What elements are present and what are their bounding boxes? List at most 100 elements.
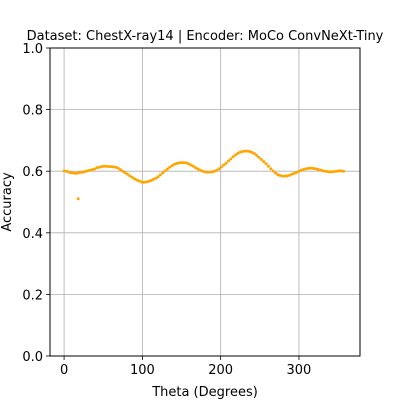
data-point [97, 165, 101, 169]
x-axis-label: Theta (Degrees) [151, 385, 258, 400]
data-point [208, 170, 212, 174]
data-point [163, 169, 167, 173]
data-point [264, 162, 268, 166]
data-point [69, 171, 73, 175]
data-point [156, 175, 160, 179]
data-point [306, 166, 310, 170]
y-tick-label: 0.8 [22, 104, 43, 119]
data-point [283, 174, 287, 178]
data-point [316, 167, 320, 171]
data-point [116, 166, 120, 170]
x-tick-label: 200 [208, 363, 233, 378]
data-point [128, 174, 132, 178]
data-point [83, 170, 87, 174]
data-point [74, 171, 78, 175]
data-point [177, 161, 181, 165]
grid [50, 47, 360, 357]
data-point [123, 171, 127, 175]
data-point [304, 167, 308, 171]
data-point [175, 162, 179, 165]
data-point [95, 166, 99, 170]
data-point [288, 173, 292, 177]
data-point [182, 161, 186, 165]
y-tick-label: 0.6 [22, 165, 43, 180]
data-point [339, 169, 343, 173]
y-tick-label: 1.0 [22, 42, 43, 57]
data-point [111, 165, 115, 169]
data-point [309, 166, 313, 170]
data-point [151, 178, 155, 182]
data-point [180, 161, 184, 165]
data-point [64, 169, 68, 173]
data-point [335, 169, 339, 173]
data-point [194, 166, 198, 170]
data-point [323, 169, 327, 173]
data-point [67, 170, 71, 174]
data-point [133, 177, 137, 181]
data-point [257, 155, 261, 159]
data-point [196, 167, 200, 171]
data-point [269, 167, 273, 171]
data-point [93, 167, 97, 171]
data-point [236, 151, 240, 155]
data-point [130, 175, 134, 179]
data-point [255, 153, 259, 157]
data-point [337, 169, 341, 173]
data-point [276, 173, 280, 177]
data-point [295, 170, 299, 174]
data-point [71, 171, 75, 175]
data-point [248, 149, 252, 153]
data-point [203, 170, 207, 174]
data-point [332, 170, 336, 174]
data-point [311, 166, 315, 170]
data-point [285, 174, 289, 178]
data-point [137, 179, 141, 183]
data-point [238, 150, 242, 154]
data-point [189, 163, 193, 167]
data-point [107, 165, 111, 169]
data-point [266, 164, 270, 168]
data-point [79, 170, 83, 174]
data-point [147, 179, 151, 183]
data-point [212, 169, 216, 173]
data-point [86, 169, 90, 173]
chart-title: Dataset: ChestX-ray14 | Encoder: MoCo Co… [27, 29, 384, 44]
data-point [142, 180, 146, 184]
data-point [81, 170, 85, 174]
data-point [170, 164, 174, 168]
data-point [158, 173, 162, 177]
data-point [259, 157, 263, 161]
y-tick-label: 0.4 [22, 227, 43, 242]
data-point [118, 168, 122, 172]
data-point [219, 165, 223, 169]
data-point [109, 165, 113, 169]
y-axis-label: Accuracy [0, 172, 15, 232]
data-point [250, 150, 254, 154]
data-point [168, 165, 172, 169]
data-point [273, 171, 277, 175]
data-point [217, 167, 221, 171]
data-point [187, 162, 191, 166]
data-point [302, 167, 306, 171]
data-point [229, 157, 233, 161]
data-point [126, 172, 129, 176]
data-point [88, 168, 92, 172]
data-point [100, 165, 104, 169]
data-point [215, 168, 219, 172]
data-point [161, 171, 165, 175]
data-point [281, 174, 284, 178]
data-point [184, 161, 188, 165]
data-point [154, 176, 158, 180]
data-point [144, 180, 148, 184]
data-point [205, 170, 209, 174]
y-tick-label: 0.0 [22, 350, 43, 365]
data-point [191, 164, 195, 168]
data-point [76, 171, 80, 175]
data-point [104, 164, 108, 168]
data-point [241, 149, 245, 153]
x-axis: 0 100 200 300 [60, 356, 311, 378]
data-point [121, 169, 125, 173]
data-point [325, 170, 329, 174]
data-point [224, 161, 228, 165]
